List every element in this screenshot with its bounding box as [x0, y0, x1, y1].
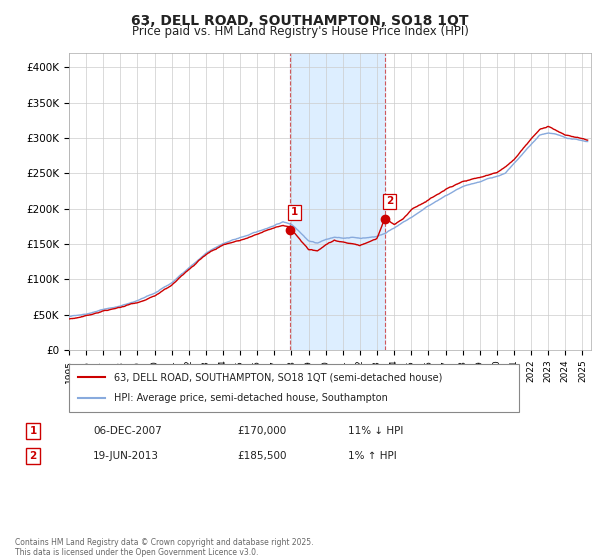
Text: 63, DELL ROAD, SOUTHAMPTON, SO18 1QT: 63, DELL ROAD, SOUTHAMPTON, SO18 1QT [131, 14, 469, 28]
Text: 2: 2 [29, 451, 37, 461]
Bar [290, 53, 385, 350]
Text: 63, DELL ROAD, SOUTHAMPTON, SO18 1QT (semi-detached house): 63, DELL ROAD, SOUTHAMPTON, SO18 1QT (se… [114, 372, 442, 382]
Text: 11% ↓ HPI: 11% ↓ HPI [348, 426, 403, 436]
Text: 1: 1 [291, 207, 298, 217]
Text: 1% ↑ HPI: 1% ↑ HPI [348, 451, 397, 461]
Text: £170,000: £170,000 [237, 426, 286, 436]
Text: 2: 2 [386, 196, 393, 206]
Text: Contains HM Land Registry data © Crown copyright and database right 2025.
This d: Contains HM Land Registry data © Crown c… [15, 538, 314, 557]
Text: 19-JUN-2013: 19-JUN-2013 [93, 451, 159, 461]
Text: £185,500: £185,500 [237, 451, 287, 461]
Text: 1: 1 [29, 426, 37, 436]
Text: Price paid vs. HM Land Registry's House Price Index (HPI): Price paid vs. HM Land Registry's House … [131, 25, 469, 38]
Text: 06-DEC-2007: 06-DEC-2007 [93, 426, 162, 436]
Text: HPI: Average price, semi-detached house, Southampton: HPI: Average price, semi-detached house,… [114, 393, 388, 403]
FancyBboxPatch shape [69, 364, 519, 412]
